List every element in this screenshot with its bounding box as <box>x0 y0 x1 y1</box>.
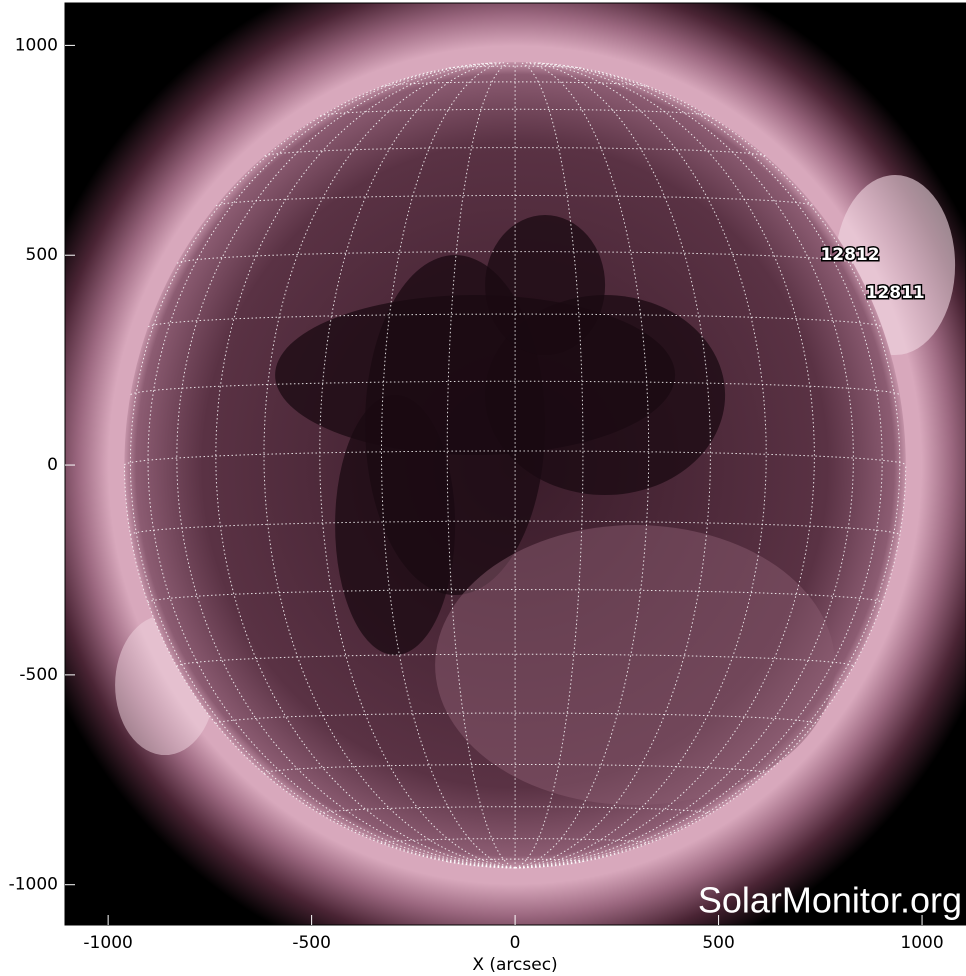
y-tick-label: -1000 <box>9 875 58 895</box>
grid-line-helio <box>176 653 854 667</box>
y-tick-label: 500 <box>26 245 58 265</box>
grid-line-helio <box>147 588 883 603</box>
grid-line-helio <box>215 195 815 207</box>
grid-line-helio <box>123 464 516 869</box>
grid-line-helio <box>319 62 516 869</box>
x-axis-label: X (arcsec) <box>472 955 557 975</box>
grid-line-helio <box>215 62 516 869</box>
grid-line-helio <box>176 62 516 869</box>
watermark: SolarMonitor.org <box>698 880 962 921</box>
coronal-hole <box>335 395 456 656</box>
grid-line-helio <box>147 313 883 328</box>
grid-line-helio <box>515 70 901 869</box>
grid-line-helio <box>515 464 907 869</box>
x-tick-label: -500 <box>292 933 331 953</box>
grid-line-helio <box>446 61 516 869</box>
quiet-region <box>435 525 836 806</box>
x-tick-label: 0 <box>510 933 521 953</box>
grid-line-helio <box>515 62 767 869</box>
region-label: 12811 <box>866 283 925 303</box>
plot-area <box>65 3 966 925</box>
grid-line-helio <box>514 61 584 869</box>
grid-line-helio <box>380 838 650 845</box>
x-tick-label: 1000 <box>900 933 943 953</box>
grid-line-helio <box>147 63 516 869</box>
grid-line-helio <box>515 62 650 869</box>
y-tick-label: -500 <box>19 665 58 685</box>
grid-line-helio <box>515 62 815 869</box>
x-tick-label: 500 <box>702 933 734 953</box>
region-label: 12812 <box>820 245 879 265</box>
grid-line-helio <box>263 763 767 774</box>
grid-line-helio <box>129 70 516 869</box>
y-tick-label: 0 <box>47 455 58 475</box>
x-tick-label: -1000 <box>83 933 132 953</box>
grid-line-helio <box>515 62 854 869</box>
grid-line-helio <box>515 62 711 869</box>
grid-line-helio <box>215 712 815 725</box>
y-tick-label: 1000 <box>15 35 58 55</box>
grid-line-helio <box>380 62 516 869</box>
grid-line-helio <box>124 450 907 466</box>
grid-line-helio <box>382 81 649 87</box>
grid-line-helio <box>130 380 900 396</box>
coronal-hole <box>485 215 606 356</box>
grid-line-helio <box>263 62 516 869</box>
grid-line-helio <box>448 65 582 69</box>
